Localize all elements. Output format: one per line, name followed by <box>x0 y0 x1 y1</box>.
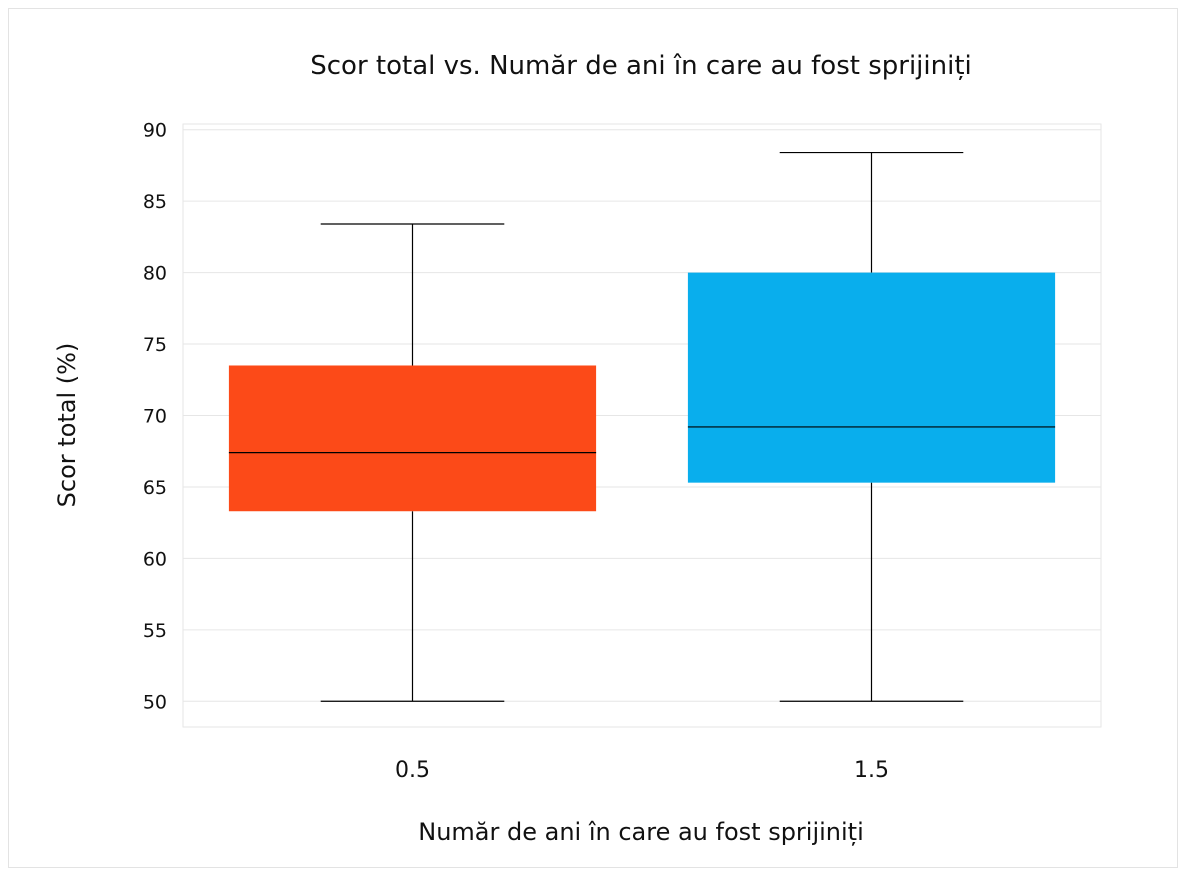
plot-area <box>182 123 1102 728</box>
chart-title: Scor total vs. Număr de ani în care au f… <box>310 51 972 81</box>
y-tick-label: 75 <box>143 334 167 356</box>
iqr-box <box>228 365 597 512</box>
y-tick-label: 60 <box>143 548 167 570</box>
box-1.5 <box>687 151 1056 702</box>
box-0.5 <box>228 223 597 702</box>
y-tick-label: 80 <box>143 263 167 285</box>
x-tick-label: 1.5 <box>854 758 889 783</box>
y-tick-label: 90 <box>143 120 167 142</box>
x-axis-label: Număr de ani în care au fost sprijiniți <box>418 818 864 846</box>
iqr-box <box>687 272 1056 483</box>
y-tick-label: 55 <box>143 620 167 642</box>
x-axis-ticks: 0.5 1.5 <box>395 758 889 783</box>
y-tick-label: 85 <box>143 191 167 213</box>
y-tick-label: 65 <box>143 477 167 499</box>
y-axis-label: Scor total (%) <box>53 343 81 508</box>
box-series <box>228 151 1056 702</box>
y-tick-label: 50 <box>143 691 167 713</box>
y-tick-label: 70 <box>143 405 167 427</box>
x-tick-label: 0.5 <box>395 758 430 783</box>
y-axis-ticks: 50 55 60 65 70 75 80 85 90 <box>143 120 167 714</box>
